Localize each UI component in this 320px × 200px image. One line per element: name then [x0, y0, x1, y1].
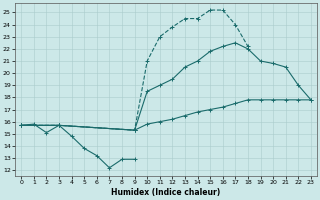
- X-axis label: Humidex (Indice chaleur): Humidex (Indice chaleur): [111, 188, 221, 197]
